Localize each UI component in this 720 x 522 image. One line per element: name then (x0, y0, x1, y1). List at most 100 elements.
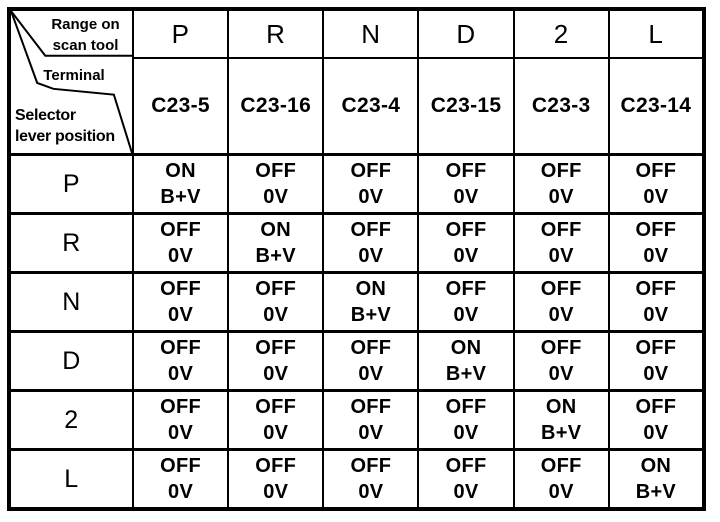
signal-voltage: B+V (350, 304, 392, 326)
signal-voltage: 0V (263, 363, 289, 385)
terminal-cell: C23-14 (607, 57, 706, 156)
signal-state: OFF (160, 278, 202, 300)
signal-cell: OFF 0V (512, 271, 610, 333)
signal-state: ON (260, 219, 292, 241)
signal-state: OFF (160, 337, 202, 359)
signal-cell: OFF 0V (131, 389, 230, 451)
signal-cell: OFF 0V (131, 448, 230, 510)
signal-voltage: B+V (541, 422, 582, 444)
signal-voltage: B+V (635, 481, 677, 503)
signal-voltage: 0V (643, 245, 669, 267)
terminal-cell: C23-16 (227, 57, 325, 156)
corner-header-cell: Range on scan tool Terminal Selector lev… (8, 8, 134, 156)
signal-cell: OFF 0V (512, 212, 610, 274)
range-header-cell: L (607, 8, 706, 59)
signal-voltage: 0V (453, 186, 479, 208)
signal-state: OFF (255, 455, 297, 477)
lever-position-cell: D (8, 330, 134, 392)
range-header-cell: 2 (512, 8, 610, 59)
signal-voltage: 0V (168, 304, 194, 326)
signal-state: ON (640, 455, 672, 477)
signal-voltage: 0V (263, 304, 289, 326)
signal-cell: OFF 0V (322, 448, 420, 510)
signal-state: OFF (540, 455, 582, 477)
signal-voltage: 0V (358, 363, 384, 385)
signal-state: OFF (635, 337, 677, 359)
signal-voltage: 0V (168, 481, 194, 503)
signal-cell: OFF 0V (607, 271, 706, 333)
signal-state: OFF (350, 219, 392, 241)
signal-state: OFF (255, 278, 297, 300)
signal-cell: ON B+V (322, 271, 420, 333)
signal-voltage: 0V (453, 481, 479, 503)
signal-cell: OFF 0V (227, 271, 325, 333)
signal-cell: ON B+V (227, 212, 325, 274)
signal-voltage: 0V (168, 245, 194, 267)
signal-state: OFF (635, 396, 677, 418)
signal-voltage: 0V (453, 245, 479, 267)
signal-state: ON (165, 160, 196, 182)
signal-voltage: 0V (263, 422, 289, 444)
signal-cell: OFF 0V (322, 212, 420, 274)
signal-voltage: 0V (358, 245, 384, 267)
signal-state: OFF (350, 455, 392, 477)
signal-voltage: 0V (643, 363, 669, 385)
signal-state: OFF (160, 455, 202, 477)
corner-label-selector-lever-position: Selector lever position (15, 107, 115, 146)
signal-cell: OFF 0V (227, 448, 325, 510)
lever-position-cell: L (8, 448, 134, 510)
signal-voltage: B+V (160, 186, 201, 208)
signal-cell: ON B+V (417, 330, 515, 392)
signal-state: OFF (255, 396, 297, 418)
lever-position-cell: 2 (8, 389, 134, 451)
lever-position-cell: N (8, 271, 134, 333)
signal-cell: OFF 0V (607, 389, 706, 451)
signal-voltage: 0V (358, 481, 384, 503)
signal-state: OFF (635, 160, 677, 182)
signal-state: OFF (160, 396, 202, 418)
signal-voltage: 0V (358, 422, 384, 444)
signal-cell: OFF 0V (227, 153, 325, 215)
signal-cell: OFF 0V (512, 330, 610, 392)
table-row-position-r: R OFF 0V ON B+V OFF 0V OFF 0V OFF 0V OFF 0V (8, 212, 706, 274)
signal-state: OFF (350, 396, 392, 418)
signal-cell: OFF 0V (607, 212, 706, 274)
signal-state: ON (355, 278, 387, 300)
signal-voltage: 0V (643, 422, 669, 444)
signal-voltage: 0V (548, 186, 574, 208)
signal-cell: OFF 0V (131, 212, 230, 274)
signal-cell: ON B+V (512, 389, 610, 451)
signal-state: OFF (540, 337, 582, 359)
signal-cell: OFF 0V (607, 153, 706, 215)
signal-voltage: 0V (643, 186, 669, 208)
signal-voltage: 0V (548, 245, 574, 267)
signal-cell: OFF 0V (131, 271, 230, 333)
signal-state: OFF (540, 219, 582, 241)
range-signal-table: Range on scan tool Terminal Selector lev… (7, 7, 706, 511)
signal-voltage: 0V (548, 481, 574, 503)
signal-voltage: 0V (263, 186, 289, 208)
signal-voltage: B+V (255, 245, 296, 267)
table-row-position-p: P ON B+V OFF 0V OFF 0V OFF 0V OFF 0V OFF 0V (8, 153, 706, 215)
table-row-position-d: D OFF 0V OFF 0V OFF 0V ON B+V OFF 0V OFF 0V (8, 330, 706, 392)
signal-state: OFF (445, 396, 487, 418)
signal-state: OFF (635, 278, 677, 300)
signal-state: OFF (635, 219, 677, 241)
signal-cell: OFF 0V (417, 212, 515, 274)
signal-voltage: 0V (358, 186, 384, 208)
signal-voltage: 0V (548, 304, 574, 326)
signal-cell: OFF 0V (512, 153, 610, 215)
signal-state: OFF (540, 278, 582, 300)
signal-voltage: 0V (453, 422, 479, 444)
signal-state: OFF (350, 337, 392, 359)
signal-state: OFF (445, 219, 487, 241)
range-header-row: Range on scan tool Terminal Selector lev… (8, 8, 706, 156)
corner-label-terminal: Terminal (43, 67, 105, 84)
signal-voltage: 0V (548, 363, 574, 385)
terminal-cell: C23-4 (322, 57, 420, 156)
signal-voltage: 0V (168, 363, 194, 385)
lever-position-cell: P (8, 153, 134, 215)
signal-state: OFF (540, 160, 582, 182)
terminal-header-row: C23-5 C23-16 C23-4 C23-15 C23-3 C23-14 (9, 57, 706, 156)
